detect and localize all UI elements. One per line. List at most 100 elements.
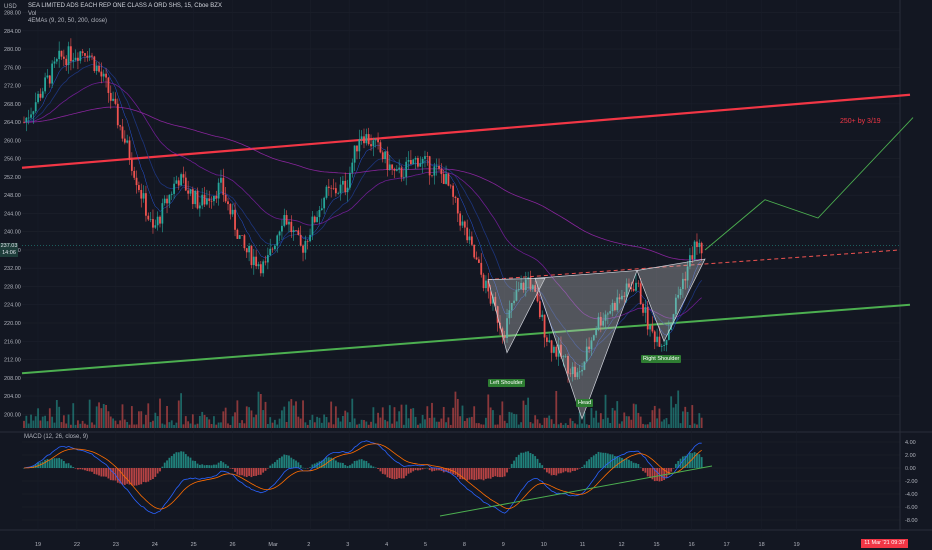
volume-bar — [590, 408, 593, 428]
macd-histogram-bar — [613, 456, 616, 468]
macd-histogram-bar — [477, 468, 480, 480]
currency-label: USD — [4, 4, 17, 10]
volume-bar — [105, 404, 107, 428]
candle-body — [529, 277, 532, 290]
macd-histogram-bar — [653, 468, 656, 482]
candle-body — [660, 345, 663, 347]
volume-bar — [334, 406, 337, 428]
macd-histogram-bar — [356, 460, 358, 468]
volume-bar — [88, 399, 91, 428]
macd-axis[interactable]: 4.00 2.00 0.00 -2.00 -4.00 -6.00 -8.00 — [905, 440, 918, 524]
macd-histogram-bar — [585, 461, 588, 468]
date-tick-label: 12 — [619, 542, 625, 548]
volume-bar — [196, 423, 199, 428]
date-tick-label: 3 — [346, 542, 349, 548]
candle-body — [510, 303, 513, 311]
macd-histogram-bar — [681, 456, 684, 468]
candle-body — [220, 177, 222, 183]
candle-body — [475, 257, 478, 260]
volume-bar — [475, 423, 478, 428]
volume-bar — [531, 423, 534, 428]
macd-histogram-bar — [93, 468, 96, 474]
resistance-trendline — [21, 93, 911, 169]
candle-body — [191, 189, 194, 205]
volume-bar — [278, 418, 281, 428]
candle-body — [672, 314, 675, 324]
candle-body — [27, 117, 30, 119]
volume-bar — [273, 419, 276, 428]
macd-histogram-bar — [377, 468, 379, 469]
volume-bar — [686, 411, 689, 428]
volume-bar — [142, 424, 145, 428]
candle-body — [236, 229, 239, 239]
volume-bar — [107, 411, 110, 428]
candle-body — [299, 234, 302, 246]
candle-body — [109, 92, 112, 101]
candle-body — [693, 241, 696, 260]
macd-histogram-bar — [309, 467, 311, 468]
volume-bar — [349, 422, 351, 428]
candle-body — [311, 216, 314, 235]
volume-bar — [557, 424, 560, 428]
macd-histogram-bar — [46, 459, 49, 468]
candle-body — [295, 230, 297, 231]
macd-histogram-bar — [667, 468, 670, 475]
candle-body — [149, 219, 152, 220]
time-axis[interactable]: 19 22 23 24 25 26 Mar 2 3 4 5 8 9 10 11 12 15 16 17 18 19 — [35, 542, 800, 548]
trendlines — [21, 93, 911, 375]
candle-body — [74, 57, 77, 60]
macd-histogram-bar — [60, 459, 63, 468]
volume-bar — [344, 410, 347, 428]
volume-bar — [632, 403, 635, 428]
volume-bar — [470, 416, 473, 428]
volume-bar — [137, 411, 140, 428]
candle-body — [266, 255, 269, 263]
candle-body — [386, 151, 389, 170]
candle-body — [320, 208, 323, 210]
candle-body — [161, 203, 164, 224]
candle-body — [203, 194, 206, 205]
volume-bar — [203, 414, 206, 428]
current-price-tag: 237.03 14:06 — [0, 243, 18, 257]
macd-histogram-bar — [154, 468, 157, 477]
macd-histogram-bar — [318, 461, 321, 468]
macd-histogram-bar — [189, 457, 192, 468]
volume-bar — [100, 408, 103, 428]
macd-histogram-bar — [621, 457, 623, 468]
candle-body — [477, 259, 480, 263]
macd-histogram-bar — [379, 468, 382, 472]
macd-histogram-bar — [250, 468, 253, 478]
macd-histogram-bar — [156, 468, 159, 474]
candle-body — [585, 346, 588, 362]
candle-body — [330, 187, 333, 189]
candle-body — [393, 168, 396, 171]
macd-histogram-bar — [417, 468, 419, 471]
volume-bar — [435, 421, 438, 428]
volume-bar — [112, 418, 115, 428]
volume-bar — [700, 417, 703, 428]
candle-body — [541, 314, 544, 318]
volume-bar — [119, 420, 122, 428]
macd-histogram-bar — [304, 467, 307, 469]
volume-bar — [527, 397, 530, 428]
volume-bar — [248, 407, 251, 428]
candle-body — [684, 278, 687, 281]
candle-body — [332, 188, 335, 189]
macd-histogram-bar — [196, 463, 199, 468]
macd-histogram-bar — [581, 466, 583, 468]
candle-body — [222, 177, 225, 195]
candle-body — [700, 242, 703, 254]
date-tick-label: 5 — [424, 542, 427, 548]
candle-body — [91, 55, 93, 57]
volume-bar — [25, 415, 28, 428]
macd-histogram-bar — [149, 468, 152, 481]
candle-body — [196, 190, 199, 209]
macd-histogram-bar — [65, 463, 68, 468]
candle-body — [248, 246, 251, 253]
volume-bar — [548, 415, 551, 428]
macd-histogram-bar — [161, 466, 164, 468]
candle-body — [86, 55, 89, 58]
date-tick-label: 16 — [689, 542, 695, 548]
volume-bar — [102, 403, 105, 428]
